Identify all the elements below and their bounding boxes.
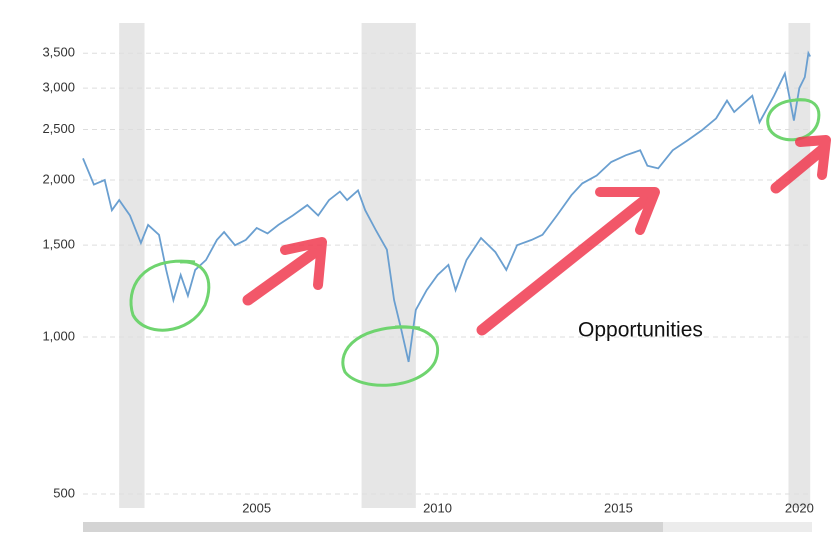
grid <box>83 52 812 495</box>
scrollbar-track[interactable] <box>663 522 812 532</box>
arrow-head <box>795 135 831 180</box>
recession-band <box>119 23 145 508</box>
y-tick-label: 3,000 <box>42 80 75 95</box>
arrow <box>770 144 828 194</box>
x-tick-label: 2010 <box>423 500 452 515</box>
hand-arrows <box>242 135 831 336</box>
arrow <box>242 246 321 306</box>
x-tick-label: 2005 <box>242 500 271 515</box>
arrow <box>476 194 651 336</box>
hand-circles <box>129 98 821 387</box>
circle <box>129 259 211 332</box>
annotation: Opportunities <box>578 319 703 342</box>
scrollbar-thumb[interactable] <box>83 522 663 532</box>
x-tick-label: 2015 <box>604 500 633 515</box>
lines <box>82 50 811 363</box>
arrow-head <box>595 187 660 235</box>
y-tick-label: 2,000 <box>42 171 75 186</box>
circle <box>341 325 439 387</box>
x-tick-label: 2020 <box>785 500 814 515</box>
y-tick-label: 2,500 <box>42 121 75 136</box>
line <box>82 50 811 363</box>
y-tick-label: 1,500 <box>42 237 75 252</box>
circle <box>766 98 821 142</box>
recession-band <box>788 23 811 508</box>
y-tick-label: 3,500 <box>42 45 75 60</box>
y-tick-label: 1,000 <box>42 328 75 343</box>
y-tick-label: 500 <box>53 485 75 500</box>
arrow-head <box>280 237 327 290</box>
